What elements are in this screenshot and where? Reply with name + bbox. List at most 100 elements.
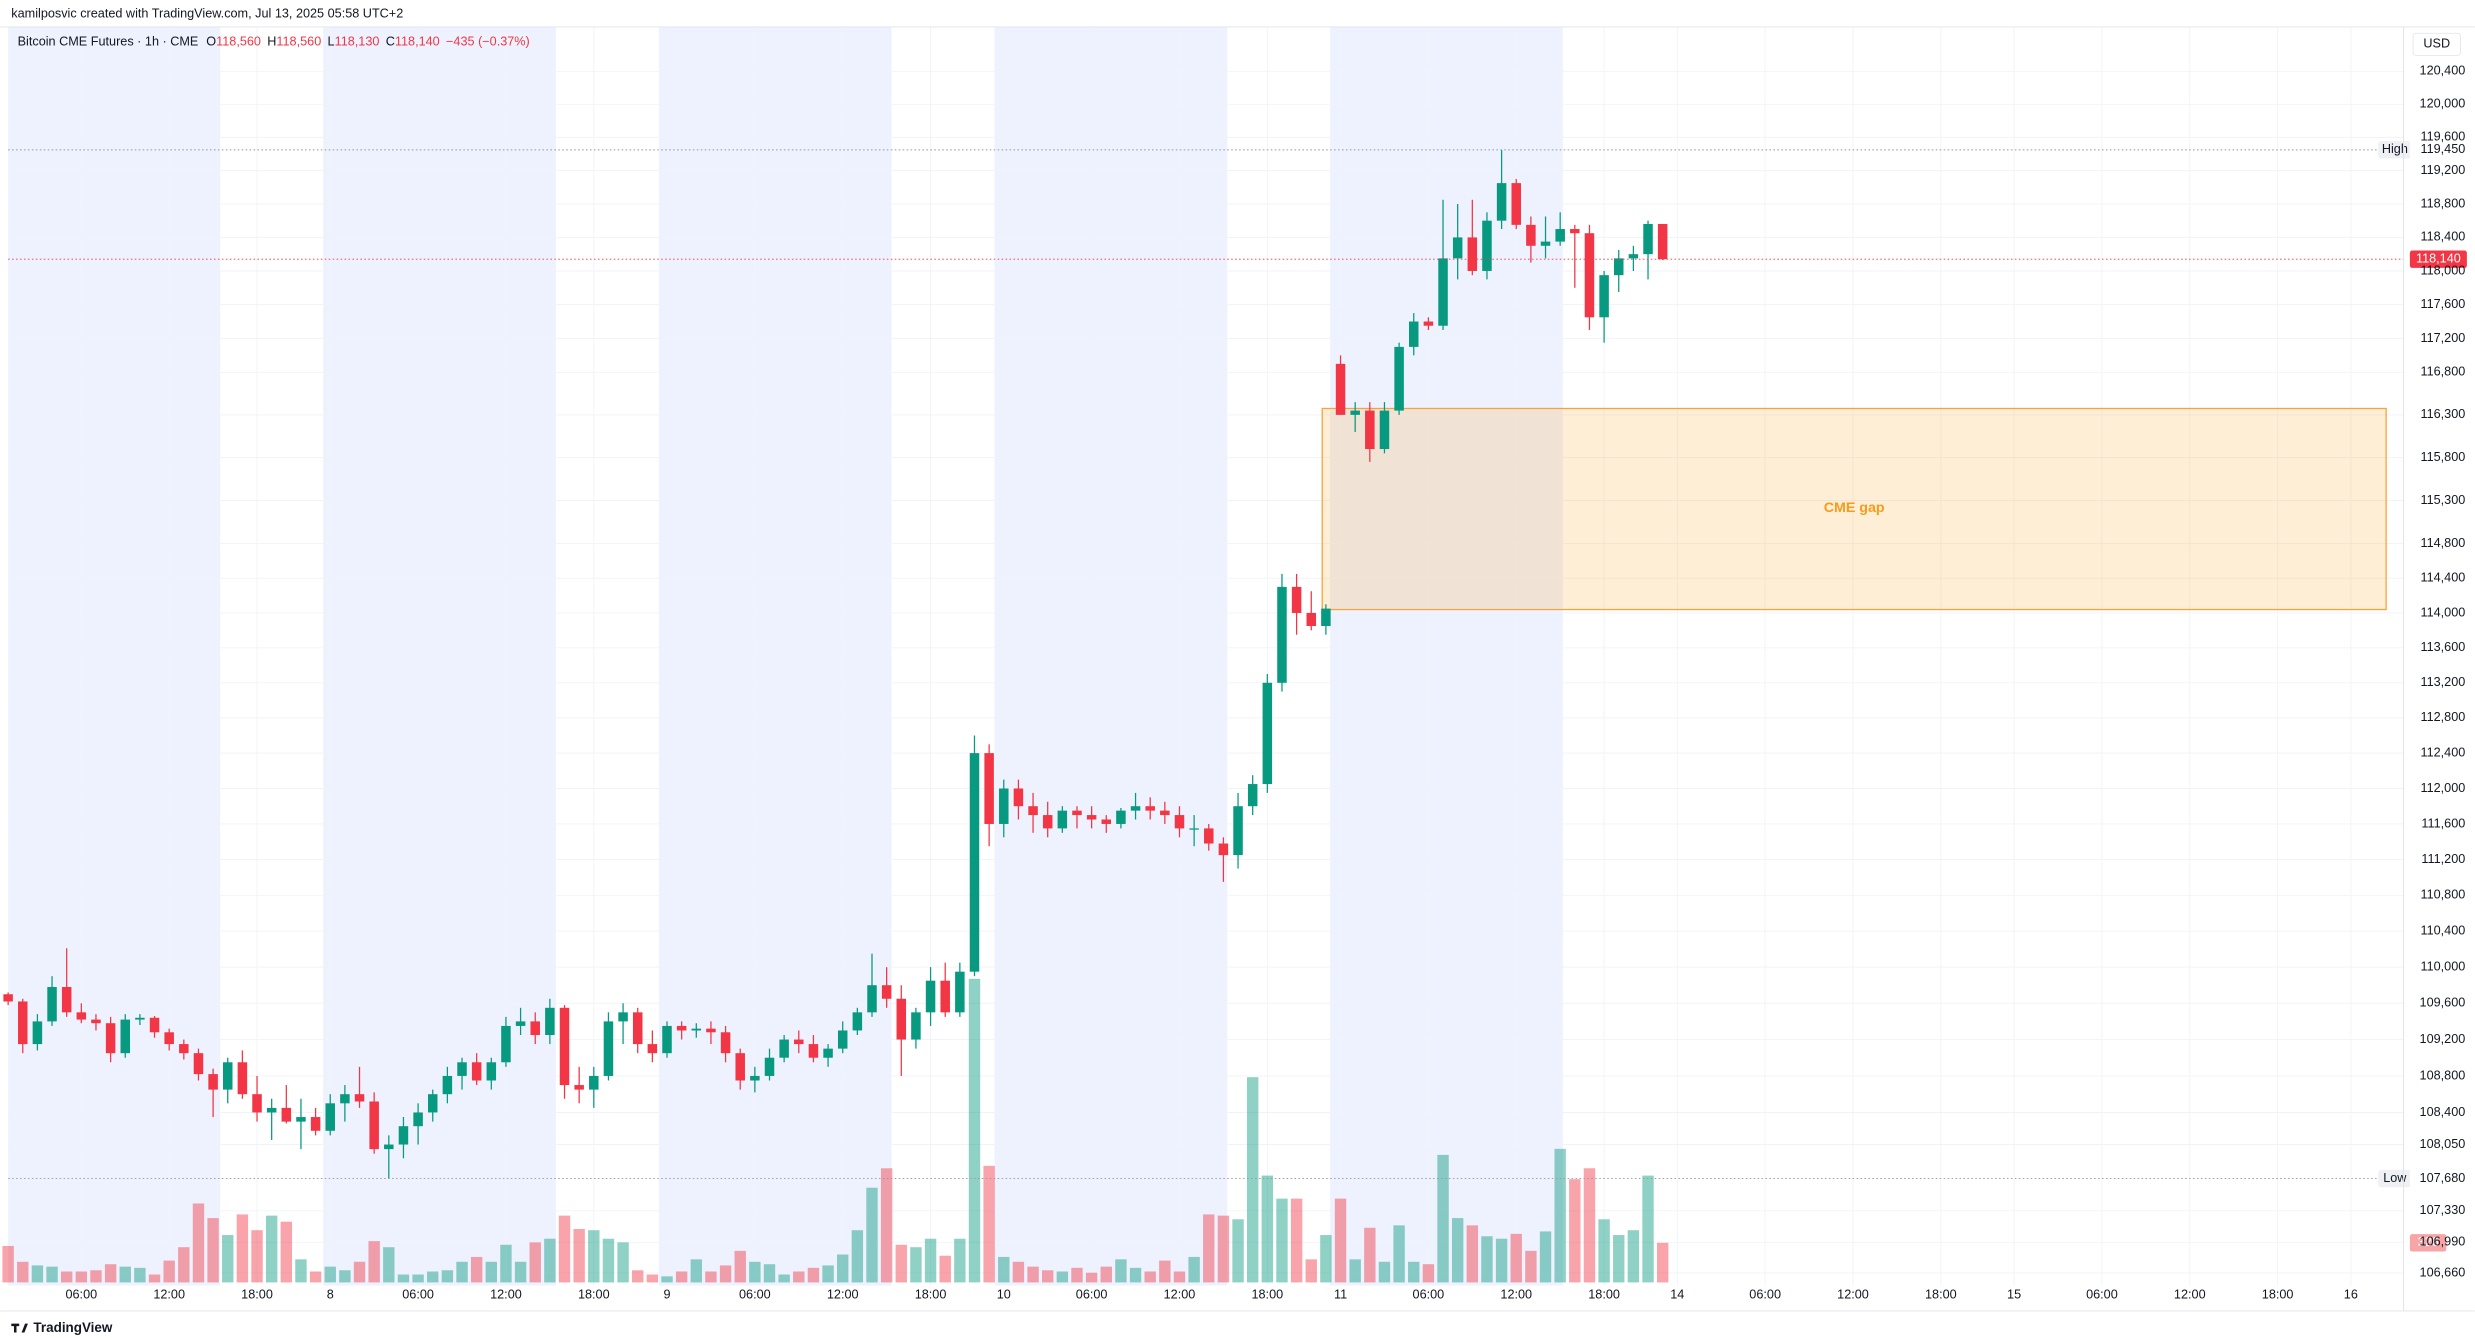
candle-body: [618, 1012, 628, 1022]
y-tick-label: 107,330: [2420, 1203, 2466, 1217]
x-tick-label: 12:00: [153, 1287, 185, 1301]
volume-bar: [1276, 1198, 1288, 1283]
x-tick-label: 06:00: [1413, 1287, 1445, 1301]
volume-bar: [719, 1265, 732, 1283]
volume-bar: [383, 1247, 395, 1283]
legend-value: 118,560: [276, 35, 321, 49]
candle-body: [1335, 363, 1346, 415]
volume-bar: [1349, 1259, 1361, 1283]
volume-bar: [1261, 1175, 1274, 1283]
cme-gap: CME gap: [1321, 407, 2387, 611]
candle-body: [999, 788, 1009, 824]
candle-body: [1233, 806, 1243, 856]
volume-bar: [544, 1238, 556, 1283]
volume-bar: [983, 1165, 995, 1283]
x-tick-label: 16: [2344, 1287, 2358, 1301]
x-tick-label: 18:00: [1925, 1287, 1957, 1301]
volume-bar: [1569, 1179, 1581, 1283]
candle-body: [1438, 258, 1448, 326]
candle-body: [1145, 806, 1155, 811]
candle-body: [969, 753, 980, 972]
x-tick-label: 8: [327, 1287, 334, 1301]
candle-body: [252, 1094, 262, 1113]
session-band: [8, 26, 221, 1286]
x-tick-label: 12:00: [1500, 1287, 1532, 1301]
candle-body: [1072, 810, 1082, 816]
candle-body: [779, 1039, 789, 1058]
y-tick-label: 119,600: [2420, 130, 2465, 144]
x-tick-label: 18:00: [915, 1287, 947, 1301]
volume-bar: [119, 1266, 131, 1283]
volume-bar: [60, 1271, 73, 1283]
y-tick-label: 118,800: [2420, 196, 2465, 210]
candle-body: [764, 1057, 775, 1076]
candle-body: [237, 1062, 248, 1095]
y-tick-label: 108,800: [2420, 1068, 2466, 1082]
volume-bar: [1613, 1235, 1625, 1283]
candle-body: [1570, 229, 1580, 234]
volume-bar: [148, 1274, 161, 1283]
volume-bar: [1042, 1270, 1054, 1283]
candle-body: [1467, 237, 1478, 271]
volume-bar: [1481, 1236, 1493, 1283]
volume-bar: [1627, 1230, 1640, 1283]
volume-bar: [17, 1261, 29, 1283]
legend-value: 118,560: [216, 35, 261, 49]
candle-body: [76, 1012, 87, 1020]
volume-bar: [309, 1271, 322, 1283]
y-tick-label: 108,400: [2420, 1105, 2466, 1119]
legend-change: −435 (−0.37%): [446, 35, 530, 49]
y-tick-label: 114,400: [2420, 571, 2465, 585]
session-band: [994, 26, 1228, 1286]
volume-bar: [1364, 1227, 1376, 1283]
low-value-bg: [2409, 1169, 2471, 1188]
volume-bar: [104, 1264, 117, 1283]
x-tick-label: 12:00: [1164, 1287, 1196, 1301]
y-tick-label: 106,990: [2420, 1235, 2466, 1249]
volume-bar: [251, 1230, 263, 1283]
candle-body: [911, 1012, 921, 1040]
x-tick-label: 12:00: [490, 1287, 522, 1301]
last-price: 118,140: [2416, 252, 2461, 266]
candle-body: [1277, 586, 1287, 683]
volume-bar: [1525, 1250, 1537, 1283]
volume-bar: [500, 1244, 512, 1283]
candle-body: [867, 985, 877, 1013]
x-tick-label: 12:00: [1837, 1287, 1869, 1301]
candle-body: [340, 1094, 350, 1104]
volume-bar: [880, 1168, 893, 1283]
candle-body: [1599, 275, 1609, 318]
candle-body: [632, 1012, 643, 1045]
candle-body: [530, 1021, 540, 1036]
candle-body: [501, 1025, 511, 1063]
overlay: High 119,450 Low 107,680 118,140 326: [8, 141, 2471, 1252]
volume-bar: [1217, 1215, 1230, 1283]
volume-bar: [412, 1274, 424, 1283]
y-tick-label: 113,600: [2420, 640, 2465, 654]
volume-tag: [2409, 1234, 2447, 1252]
volume-bar: [690, 1259, 702, 1283]
volume-bar: [968, 978, 981, 1283]
candle-body: [1496, 183, 1507, 221]
volume-bar: [1232, 1219, 1244, 1283]
volume-bar: [1378, 1261, 1391, 1283]
volume-bar: [895, 1244, 907, 1283]
x-tick-label: 18:00: [1588, 1287, 1620, 1301]
volume-bar: [924, 1238, 937, 1283]
y-tick-label: 108,050: [2420, 1137, 2466, 1151]
high-value: 119,450: [2420, 142, 2465, 156]
volume-bar: [1642, 1175, 1654, 1283]
volume-bar: [1408, 1261, 1420, 1283]
candle-body: [296, 1117, 306, 1122]
legend: Bitcoin CME Futures · 1h · CME O118,560 H1…: [18, 35, 530, 49]
candle-body: [32, 1021, 43, 1045]
candle-body: [164, 1032, 174, 1045]
volume-bar: [1085, 1272, 1098, 1283]
brand: TradingView: [11, 1320, 113, 1335]
volume-bar: [163, 1260, 175, 1283]
volume-bar: [807, 1267, 820, 1283]
candle-body: [325, 1103, 335, 1131]
candle-body: [1526, 224, 1536, 246]
candle-body: [120, 1019, 131, 1054]
